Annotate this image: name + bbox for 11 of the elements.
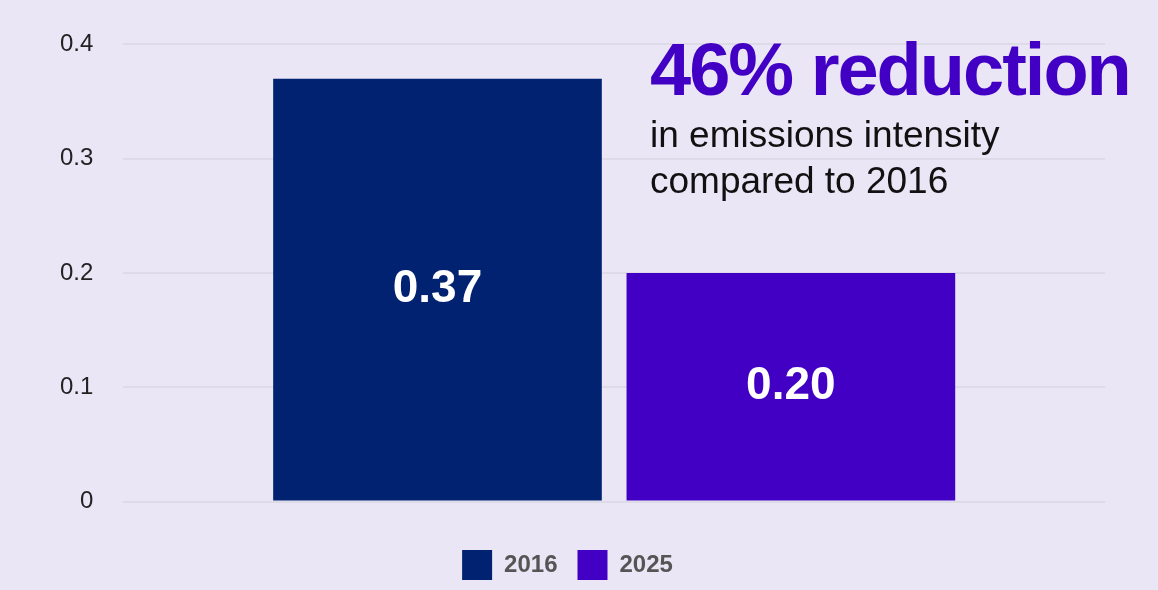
annotation: in emissions intensity compared to 2016 — [650, 113, 1001, 203]
legend-label: 2016 — [504, 549, 558, 577]
y-tick-label: 0.1 — [59, 371, 94, 399]
legend-label: 2025 — [619, 549, 673, 577]
y-tick-label: 0.4 — [59, 29, 94, 57]
data-label: 0.20 — [746, 357, 836, 410]
y-tick-label: 0.3 — [59, 143, 94, 171]
y-tick-label: 0.2 — [59, 257, 94, 285]
y-tick-label: 0 — [80, 486, 94, 514]
annotation: 46% reduction — [650, 28, 1130, 112]
data-label: 0.37 — [392, 260, 483, 313]
